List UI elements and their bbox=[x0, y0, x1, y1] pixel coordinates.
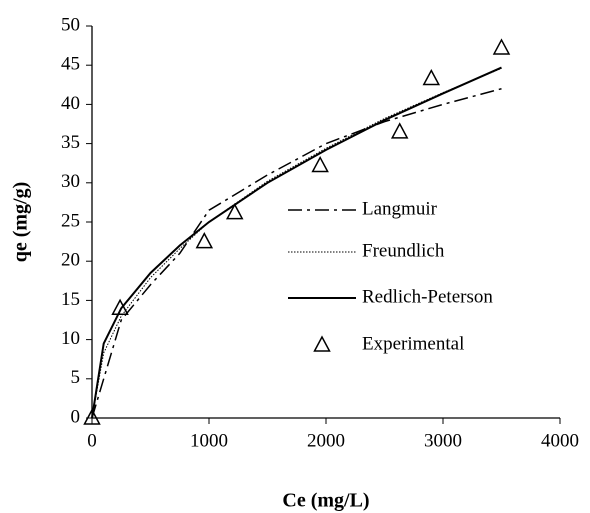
y-tick-label: 25 bbox=[61, 210, 80, 231]
x-axis-title: Ce (mg/L) bbox=[282, 490, 369, 512]
y-tick-label: 45 bbox=[61, 54, 80, 75]
y-tick-label: 20 bbox=[61, 250, 80, 271]
legend-label: Freundlich bbox=[362, 240, 445, 261]
legend-label: Redlich-Peterson bbox=[362, 286, 493, 307]
data-point bbox=[492, 38, 511, 55]
series-line bbox=[91, 87, 502, 419]
data-point bbox=[390, 122, 409, 139]
y-tick-label: 35 bbox=[61, 132, 80, 153]
y-tick-label: 30 bbox=[61, 171, 80, 192]
x-tick-label: 4000 bbox=[541, 430, 579, 451]
data-point bbox=[111, 298, 129, 315]
y-tick-label: 5 bbox=[71, 367, 81, 388]
x-tick-label: 0 bbox=[87, 430, 97, 451]
y-tick-label: 15 bbox=[61, 289, 80, 310]
legend-label: Langmuir bbox=[362, 198, 438, 219]
legend-marker bbox=[313, 335, 331, 352]
y-tick-label: 50 bbox=[61, 14, 80, 35]
data-point bbox=[195, 232, 214, 249]
y-tick-label: 0 bbox=[71, 406, 81, 427]
data-point bbox=[225, 203, 244, 220]
series-line bbox=[91, 66, 502, 419]
data-point bbox=[422, 68, 441, 86]
y-axis-title: qe (mg/g) bbox=[10, 182, 32, 263]
series-line bbox=[91, 67, 502, 419]
x-tick-label: 3000 bbox=[424, 430, 462, 451]
y-tick-label: 40 bbox=[61, 93, 80, 114]
x-tick-label: 2000 bbox=[307, 430, 345, 451]
y-tick-label: 10 bbox=[61, 328, 80, 349]
data-point bbox=[83, 408, 101, 425]
legend-label: Experimental bbox=[362, 333, 464, 354]
data-point bbox=[311, 155, 329, 173]
x-tick-label: 1000 bbox=[190, 430, 228, 451]
